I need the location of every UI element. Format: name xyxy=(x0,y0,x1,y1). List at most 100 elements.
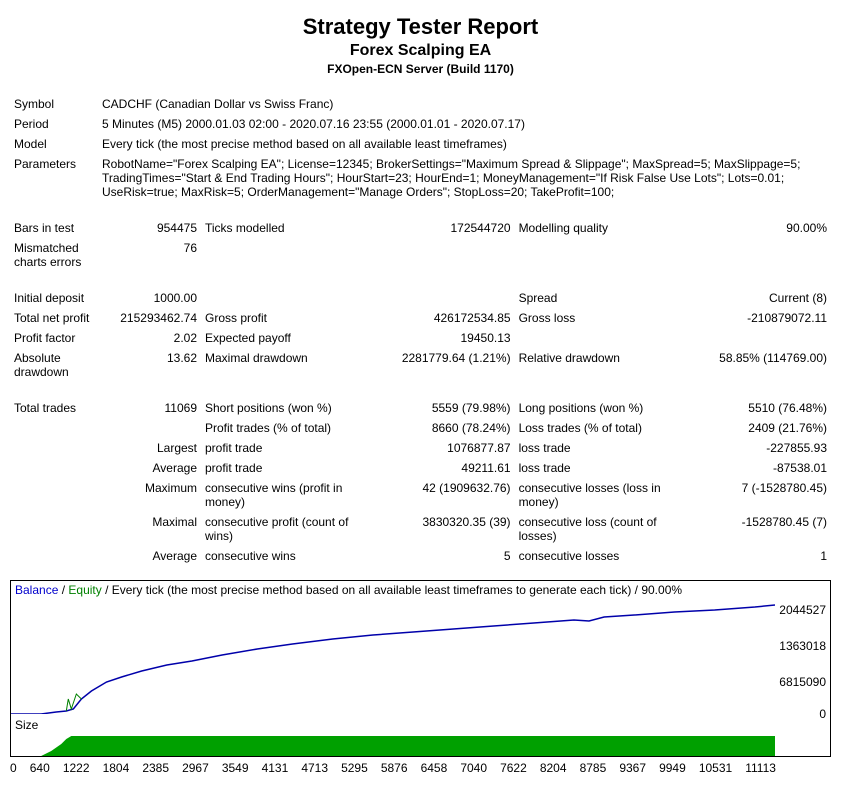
report-title: Strategy Tester Report xyxy=(10,14,831,40)
payoff-label: Expected payoff xyxy=(201,328,377,348)
losstrades-value: 2409 (21.76%) xyxy=(693,418,831,438)
x-tick: 4131 xyxy=(262,761,289,775)
ticks-label: Ticks modelled xyxy=(201,218,377,238)
maxdd-label: Maximal drawdown xyxy=(201,348,377,382)
reldd-label: Relative drawdown xyxy=(515,348,693,382)
balance-plot xyxy=(11,599,775,714)
bars-value: 954475 xyxy=(98,218,201,238)
pf-label: Profit factor xyxy=(10,328,98,348)
x-tick: 7622 xyxy=(500,761,527,775)
period-label: Period xyxy=(10,114,98,134)
maxcl-label: consecutive losses (loss in money) xyxy=(515,478,693,512)
x-tick: 7040 xyxy=(460,761,487,775)
absdd-label: Absolute drawdown xyxy=(10,348,98,382)
report-subtitle: Forex Scalping EA xyxy=(10,42,831,60)
x-tick: 5295 xyxy=(341,761,368,775)
symbol-value: CADCHF (Canadian Dollar vs Swiss Franc) xyxy=(98,94,831,114)
x-tick: 5876 xyxy=(381,761,408,775)
balance-legend: Balance xyxy=(15,583,58,597)
y-tick-2: 6815090 xyxy=(779,675,826,689)
maxcl-value: 7 (-1528780.45) xyxy=(693,478,831,512)
reldd-value: 58.85% (114769.00) xyxy=(693,348,831,382)
maxcw-label: consecutive wins (profit in money) xyxy=(201,478,377,512)
model-label: Model xyxy=(10,134,98,154)
profittrades-label: Profit trades (% of total) xyxy=(201,418,377,438)
balance-chart: Balance / Equity / Every tick (the most … xyxy=(10,580,831,757)
x-tick: 3549 xyxy=(222,761,249,775)
parameters-label: Parameters xyxy=(10,154,98,202)
short-label: Short positions (won %) xyxy=(201,398,377,418)
avg-pt-value: 49211.61 xyxy=(377,458,515,478)
symbol-label: Symbol xyxy=(10,94,98,114)
largest-pt-label: profit trade xyxy=(201,438,377,458)
x-tick: 9949 xyxy=(659,761,686,775)
report-server: FXOpen-ECN Server (Build 1170) xyxy=(10,62,831,76)
avgcw-value: 5 xyxy=(377,546,515,566)
maxcp-label: consecutive profit (count of wins) xyxy=(201,512,377,546)
absdd-value: 13.62 xyxy=(98,348,201,382)
x-axis: 0640122218042385296735494131471352955876… xyxy=(10,757,831,775)
mismatch-label: Mismatched charts errors xyxy=(10,238,98,272)
avgcl-value: 1 xyxy=(693,546,831,566)
losstrades-label: Loss trades (% of total) xyxy=(515,418,693,438)
trades-value: 11069 xyxy=(98,398,201,418)
deposit-label: Initial deposit xyxy=(10,288,98,308)
size-label: Size xyxy=(15,718,38,732)
mismatch-value: 76 xyxy=(98,238,201,272)
spread-label: Spread xyxy=(515,288,693,308)
maxdd-value: 2281779.64 (1.21%) xyxy=(377,348,515,382)
quality-label: Modelling quality xyxy=(515,218,693,238)
report-table: Symbol CADCHF (Canadian Dollar vs Swiss … xyxy=(10,94,831,566)
long-label: Long positions (won %) xyxy=(515,398,693,418)
equity-legend: Equity xyxy=(68,583,101,597)
x-tick: 8204 xyxy=(540,761,567,775)
maximum-label: Maximum xyxy=(98,478,201,512)
legend-tail: / Every tick (the most precise method ba… xyxy=(102,583,682,597)
maxcloss-label: consecutive loss (count of losses) xyxy=(515,512,693,546)
netprofit-value: 215293462.74 xyxy=(98,308,201,328)
grossloss-value: -210879072.11 xyxy=(693,308,831,328)
profittrades-value: 8660 (78.24%) xyxy=(377,418,515,438)
long-value: 5510 (76.48%) xyxy=(693,398,831,418)
avg-lt-value: -87538.01 xyxy=(693,458,831,478)
deposit-value: 1000.00 xyxy=(98,288,201,308)
maxcw-value: 42 (1909632.76) xyxy=(377,478,515,512)
quality-value: 90.00% xyxy=(693,218,831,238)
largest-lt-value: -227855.93 xyxy=(693,438,831,458)
grossloss-label: Gross loss xyxy=(515,308,693,328)
x-tick: 10531 xyxy=(699,761,732,775)
avg-lt-label: loss trade xyxy=(515,458,693,478)
largest-label: Largest xyxy=(98,438,201,458)
trades-label: Total trades xyxy=(10,398,98,418)
x-tick: 11113 xyxy=(745,761,776,775)
pf-value: 2.02 xyxy=(98,328,201,348)
period-value: 5 Minutes (M5) 2000.01.03 02:00 - 2020.0… xyxy=(98,114,831,134)
parameters-value: RobotName="Forex Scalping EA"; License=1… xyxy=(98,154,831,202)
model-value: Every tick (the most precise method base… xyxy=(98,134,831,154)
x-tick: 8785 xyxy=(580,761,607,775)
grossprofit-value: 426172534.85 xyxy=(377,308,515,328)
y-tick-0: 2044527 xyxy=(779,603,826,617)
maximal-label: Maximal xyxy=(98,512,201,546)
maxcp-value: 3830320.35 (39) xyxy=(377,512,515,546)
spread-value: Current (8) xyxy=(693,288,831,308)
largest-pt-value: 1076877.87 xyxy=(377,438,515,458)
avgcw-label: consecutive wins xyxy=(201,546,377,566)
x-tick: 9367 xyxy=(619,761,646,775)
size-plot xyxy=(11,736,775,756)
maxcloss-value: -1528780.45 (7) xyxy=(693,512,831,546)
average-label-2: Average xyxy=(98,546,201,566)
bars-label: Bars in test xyxy=(10,218,98,238)
netprofit-label: Total net profit xyxy=(10,308,98,328)
x-tick: 4713 xyxy=(301,761,328,775)
x-tick: 6458 xyxy=(421,761,448,775)
y-tick-3: 0 xyxy=(819,707,826,721)
x-tick: 0 xyxy=(10,761,17,775)
payoff-value: 19450.13 xyxy=(377,328,515,348)
avg-pt-label: profit trade xyxy=(201,458,377,478)
x-tick: 1222 xyxy=(63,761,90,775)
avgcl-label: consecutive losses xyxy=(515,546,693,566)
ticks-value: 172544720 xyxy=(377,218,515,238)
x-tick: 2967 xyxy=(182,761,209,775)
y-tick-1: 1363018 xyxy=(779,639,826,653)
